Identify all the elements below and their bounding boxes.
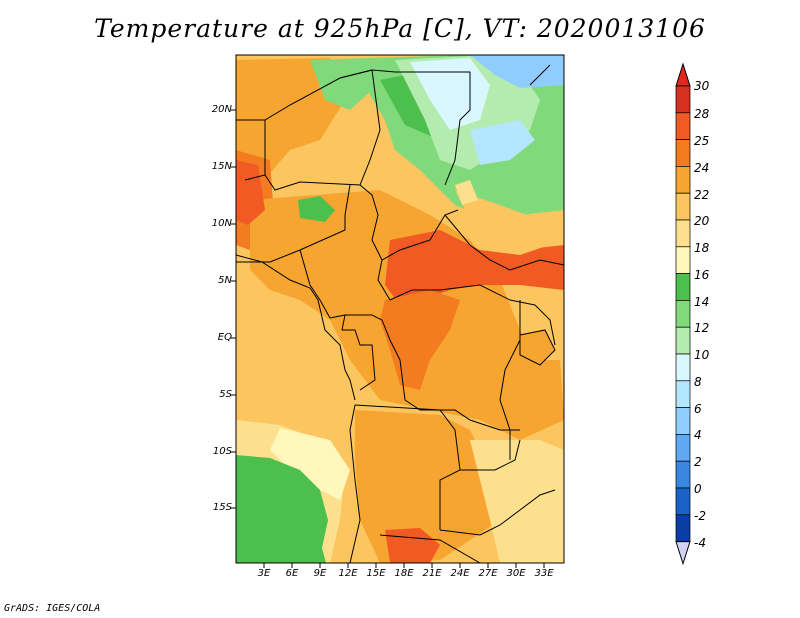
warm-zone-south bbox=[355, 410, 500, 563]
colorbar-band bbox=[675, 273, 691, 301]
lon-label-6e: 6E bbox=[285, 568, 299, 579]
colorbar-band bbox=[675, 514, 691, 542]
blue-zone-northeast bbox=[470, 55, 564, 88]
lat-label-15s: 15S bbox=[212, 502, 232, 513]
hot-band-east bbox=[385, 230, 564, 305]
highlands-east bbox=[455, 190, 564, 250]
colorbar-top-arrow bbox=[675, 62, 691, 87]
lon-label-33e: 33E bbox=[534, 568, 554, 579]
colorbar-label-22: 22 bbox=[694, 188, 710, 202]
colorbar-label-16: 16 bbox=[694, 268, 710, 282]
colorbar-band bbox=[675, 246, 691, 274]
colorbar-band bbox=[675, 460, 691, 489]
lat-label-10n: 10N bbox=[211, 218, 232, 229]
colorbar-label-30: 30 bbox=[694, 79, 710, 93]
lat-label-5s: 5S bbox=[219, 389, 232, 400]
colorbar-label-minus4: -4 bbox=[694, 536, 706, 550]
colorbar-band bbox=[675, 353, 691, 382]
colorbar-label-28: 28 bbox=[694, 107, 710, 121]
lon-label-15e: 15E bbox=[366, 568, 386, 579]
colorbar-label-minus2: -2 bbox=[694, 509, 706, 523]
green-zone-northwest bbox=[310, 58, 372, 110]
colorbar-band bbox=[675, 326, 691, 355]
colorbar-label-8: 8 bbox=[694, 375, 702, 389]
map-title: Temperature at 925hPa [C], VT: 202001310… bbox=[94, 14, 706, 43]
colorbar-label-4: 4 bbox=[694, 428, 702, 442]
colorbar-label-6: 6 bbox=[694, 402, 702, 416]
blue-zone-sudan bbox=[470, 120, 535, 165]
map-frame bbox=[235, 54, 565, 564]
lon-label-18e: 18E bbox=[394, 568, 414, 579]
footer-credit: GrADS: IGES/COLA bbox=[4, 603, 101, 614]
colorbar-band bbox=[675, 407, 691, 435]
lon-label-12e: 12E bbox=[338, 568, 358, 579]
lon-label-21e: 21E bbox=[422, 568, 442, 579]
coastline bbox=[236, 254, 356, 401]
lon-label-27e: 27E bbox=[478, 568, 498, 579]
hot-spot-coast bbox=[236, 160, 265, 225]
colorbar-band bbox=[675, 380, 691, 408]
colorbar-label-20: 20 bbox=[694, 214, 710, 228]
colorbar-bottom-arrow bbox=[675, 541, 691, 566]
lon-label-9e: 9E bbox=[313, 568, 327, 579]
lon-label-30e: 30E bbox=[506, 568, 526, 579]
colorbar-label-10: 10 bbox=[694, 348, 710, 362]
colorbar-label-0: 0 bbox=[694, 482, 702, 496]
lat-label-15n: 15N bbox=[211, 161, 232, 172]
colorbar-band bbox=[675, 85, 691, 114]
colorbar-label-24: 24 bbox=[694, 161, 710, 175]
colorbar-label-18: 18 bbox=[694, 241, 710, 255]
colorbar-label-14: 14 bbox=[694, 295, 710, 309]
lon-label-24e: 24E bbox=[450, 568, 470, 579]
hot-band-basin bbox=[380, 290, 460, 390]
colorbar-band bbox=[675, 434, 691, 462]
green-zone-southwest bbox=[236, 455, 328, 563]
colorbar-label-25: 25 bbox=[694, 134, 710, 148]
lake-victoria bbox=[519, 329, 556, 366]
colorbar-band bbox=[675, 192, 691, 221]
colorbar-band bbox=[675, 166, 691, 194]
lat-label-10s: 10S bbox=[212, 446, 232, 457]
colorbar-band bbox=[675, 139, 691, 167]
lat-label-eq: EQ bbox=[217, 332, 232, 343]
lon-ticks bbox=[263, 563, 545, 568]
lon-label-3e: 3E bbox=[257, 568, 271, 579]
colorbar-band bbox=[675, 219, 691, 248]
highlands-spot bbox=[455, 180, 478, 205]
lat-label-5n: 5N bbox=[218, 275, 232, 286]
green-spot-chad bbox=[298, 196, 335, 222]
light-zone-east bbox=[470, 440, 564, 563]
colorbar-band bbox=[675, 487, 691, 516]
colorbar-label-12: 12 bbox=[694, 321, 710, 335]
lat-ticks bbox=[231, 109, 236, 509]
colorbar-label-2: 2 bbox=[694, 455, 702, 469]
colorbar-band bbox=[675, 300, 691, 328]
country-borders bbox=[236, 64, 564, 563]
colorbar-band bbox=[675, 112, 691, 140]
lat-label-20n: 20N bbox=[211, 104, 232, 115]
pale-patch bbox=[270, 428, 350, 500]
